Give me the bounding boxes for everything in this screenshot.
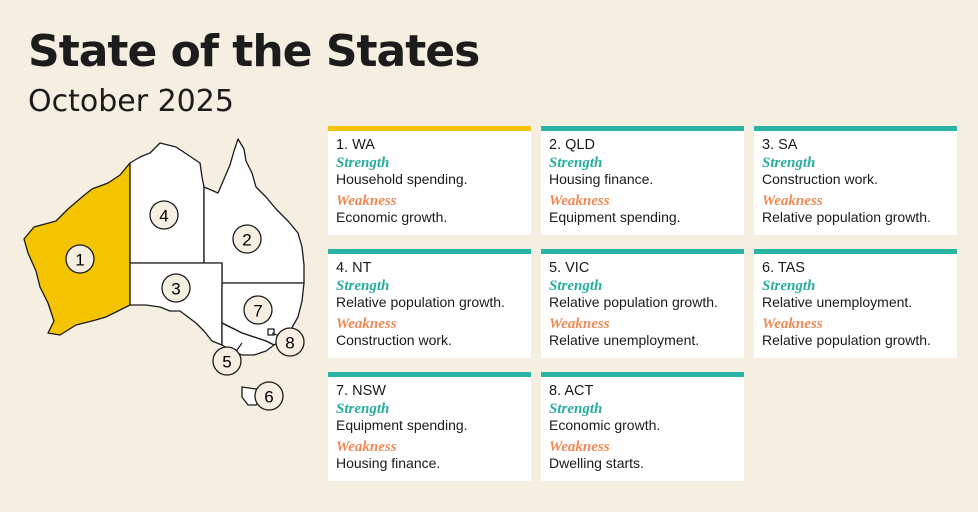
weakness-label: Weakness (549, 193, 610, 209)
strength-label: Strength (762, 155, 816, 171)
map-marker-2: 2 (232, 224, 262, 254)
map-marker-5: 5 (212, 346, 242, 376)
state-card-act: 8. ACT Strength Economic growth. Weaknes… (541, 372, 744, 481)
strength-value: Relative population growth. (549, 294, 718, 310)
state-card-tas: 6. TAS Strength Relative unemployment. W… (754, 249, 957, 358)
state-card-qld: 2. QLD Strength Housing finance. Weaknes… (541, 126, 744, 235)
card-heading: 6. TAS (762, 260, 805, 276)
map-marker-3: 3 (161, 273, 191, 303)
weakness-label: Weakness (336, 439, 397, 455)
strength-value: Household spending. (336, 171, 468, 187)
weakness-value: Relative population growth. (762, 209, 931, 225)
map-marker-6: 6 (254, 381, 284, 411)
strength-label: Strength (336, 155, 390, 171)
strength-value: Equipment spending. (336, 417, 468, 433)
weakness-label: Weakness (549, 439, 610, 455)
state-card-wa: 1. WA Strength Household spending. Weakn… (328, 126, 531, 235)
map-marker-1: 1 (65, 244, 95, 274)
svg-text:6: 6 (264, 388, 273, 407)
weakness-value: Economic growth. (336, 209, 448, 225)
strength-label: Strength (549, 278, 603, 294)
svg-text:1: 1 (75, 251, 84, 270)
strength-label: Strength (549, 155, 603, 171)
page-title: State of the States (28, 26, 480, 77)
weakness-value: Relative unemployment. (549, 332, 700, 348)
australia-map: 1 4 2 3 7 8 5 6 (23, 138, 305, 411)
weakness-value: Dwelling starts. (549, 455, 644, 471)
strength-value: Construction work. (762, 171, 878, 187)
card-heading: 3. SA (762, 137, 798, 153)
state-card-nsw: 7. NSW Strength Equipment spending. Weak… (328, 372, 531, 481)
weakness-label: Weakness (762, 193, 823, 209)
card-heading: 7. NSW (336, 383, 386, 399)
svg-text:2: 2 (242, 231, 251, 250)
svg-text:7: 7 (253, 302, 262, 321)
strength-value: Housing finance. (549, 171, 654, 187)
weakness-value: Housing finance. (336, 455, 441, 471)
weakness-label: Weakness (336, 316, 397, 332)
card-heading: 1. WA (336, 137, 375, 153)
weakness-label: Weakness (549, 316, 610, 332)
strength-label: Strength (336, 278, 390, 294)
strength-label: Strength (762, 278, 816, 294)
map-marker-8: 8 (275, 327, 305, 357)
svg-text:3: 3 (171, 280, 180, 299)
svg-text:8: 8 (285, 334, 294, 353)
map-marker-7: 7 (243, 295, 273, 325)
weakness-value: Relative population growth. (762, 332, 931, 348)
weakness-value: Equipment spending. (549, 209, 681, 225)
strength-value: Relative unemployment. (762, 294, 913, 310)
state-card-sa: 3. SA Strength Construction work. Weakne… (754, 126, 957, 235)
card-heading: 4. NT (336, 260, 372, 276)
strength-label: Strength (549, 401, 603, 417)
map-marker-4: 4 (149, 200, 179, 230)
map-region-sa (129, 262, 223, 346)
svg-text:4: 4 (159, 207, 168, 226)
state-card-vic: 5. VIC Strength Relative population grow… (541, 249, 744, 358)
weakness-label: Weakness (336, 193, 397, 209)
weakness-value: Construction work. (336, 332, 452, 348)
strength-label: Strength (336, 401, 390, 417)
strength-value: Relative population growth. (336, 294, 505, 310)
card-heading: 2. QLD (549, 137, 595, 153)
card-heading: 8. ACT (549, 383, 594, 399)
svg-text:5: 5 (222, 353, 231, 372)
map-region-qld (203, 138, 305, 284)
weakness-label: Weakness (762, 316, 823, 332)
strength-value: Economic growth. (549, 417, 661, 433)
page-subtitle: October 2025 (28, 84, 234, 119)
card-heading: 5. VIC (549, 260, 590, 276)
state-card-nt: 4. NT Strength Relative population growt… (328, 249, 531, 358)
